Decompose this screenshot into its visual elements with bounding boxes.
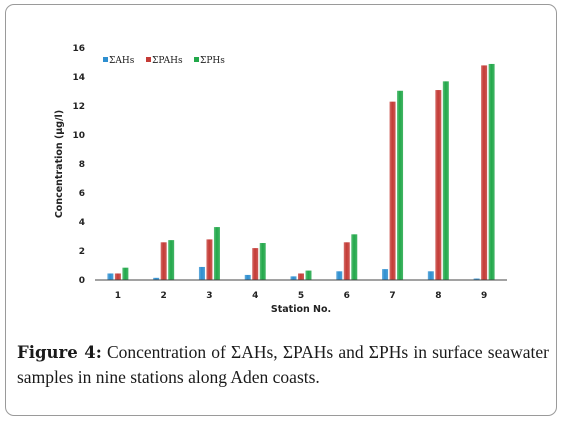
figure-caption: Figure 4: Concentration of ΣAHs, ΣPAHs a…: [17, 340, 549, 390]
bar-series-group: [107, 63, 495, 281]
legend-swatch: [194, 57, 199, 62]
x-axis-title: Station No.: [271, 304, 331, 315]
y-axis-ticks: 0 2 4 6 8 10 12 14 16: [72, 44, 85, 286]
bar-ΣPHs-station-7: [397, 90, 404, 281]
bar-ΣAHs-station-7: [382, 269, 389, 280]
bar-ΣAHs-station-1: [107, 273, 114, 280]
legend-swatch: [103, 57, 108, 62]
bar-ΣAHs-station-8: [427, 271, 434, 280]
bar-ΣAHs-station-9: [473, 278, 480, 280]
y-tick-label: 6: [79, 189, 85, 199]
bar-ΣPAHs-station-1: [114, 273, 121, 280]
chart-legend: ΣAHs ΣPAHs ΣPHs: [103, 56, 225, 66]
y-tick-label: 12: [72, 102, 85, 112]
bar-ΣPHs-station-3: [213, 227, 220, 280]
bar-ΣPHs-station-9: [488, 63, 495, 281]
caption-text: Concentration of ΣAHs, ΣPAHs and ΣPHs in…: [17, 342, 549, 387]
bar-ΣPAHs-station-4: [252, 248, 259, 280]
bar-ΣAHs-station-2: [153, 277, 160, 280]
y-tick-label: 4: [79, 218, 85, 228]
bar-ΣPHs-station-6: [351, 234, 358, 280]
x-tick-label: 8: [435, 291, 441, 301]
bar-ΣPHs-station-4: [259, 243, 266, 280]
bar-ΣPAHs-station-2: [160, 242, 167, 280]
bar-ΣPAHs-station-7: [389, 101, 396, 281]
bar-ΣPAHs-station-3: [206, 239, 213, 280]
x-tick-label: 5: [298, 291, 304, 301]
legend-label: ΣPHs: [200, 56, 225, 66]
bar-ΣAHs-station-3: [198, 266, 205, 280]
bar-ΣPHs-station-1: [122, 267, 129, 280]
bar-ΣPHs-station-5: [305, 270, 312, 280]
x-tick-label: 6: [344, 291, 350, 301]
y-tick-label: 2: [79, 247, 85, 257]
y-tick-label: 8: [79, 160, 85, 170]
bar-ΣPAHs-station-6: [343, 242, 350, 280]
bar-ΣAHs-station-6: [336, 271, 343, 280]
y-tick-label: 0: [79, 276, 85, 286]
bar-ΣAHs-station-5: [290, 276, 297, 280]
x-tick-label: 9: [481, 291, 487, 301]
x-tick-label: 2: [161, 291, 167, 301]
y-tick-label: 14: [72, 73, 85, 83]
x-tick-label: 1: [115, 291, 121, 301]
legend-label: ΣPAHs: [152, 56, 183, 66]
x-tick-label: 4: [252, 291, 258, 301]
x-tick-label: 3: [206, 291, 212, 301]
y-axis-title: Concentration (μg/l): [54, 110, 65, 218]
bar-ΣPAHs-station-5: [298, 273, 304, 280]
bar-ΣPAHs-station-8: [435, 90, 442, 280]
bar-ΣPHs-station-2: [168, 240, 175, 280]
x-axis-ticks: 1 2 3 4 5 6 7 8 9: [115, 291, 487, 301]
bar-ΣPHs-station-8: [442, 81, 449, 280]
legend-swatch: [146, 57, 151, 62]
bar-ΣPAHs-station-9: [481, 65, 488, 281]
y-tick-label: 16: [72, 44, 85, 54]
caption-label: Figure 4:: [17, 343, 102, 362]
bar-ΣAHs-station-4: [244, 274, 251, 280]
figure-frame: [5, 4, 557, 416]
legend-label: ΣAHs: [109, 56, 135, 66]
y-tick-label: 10: [72, 131, 85, 141]
x-tick-label: 7: [389, 291, 395, 301]
